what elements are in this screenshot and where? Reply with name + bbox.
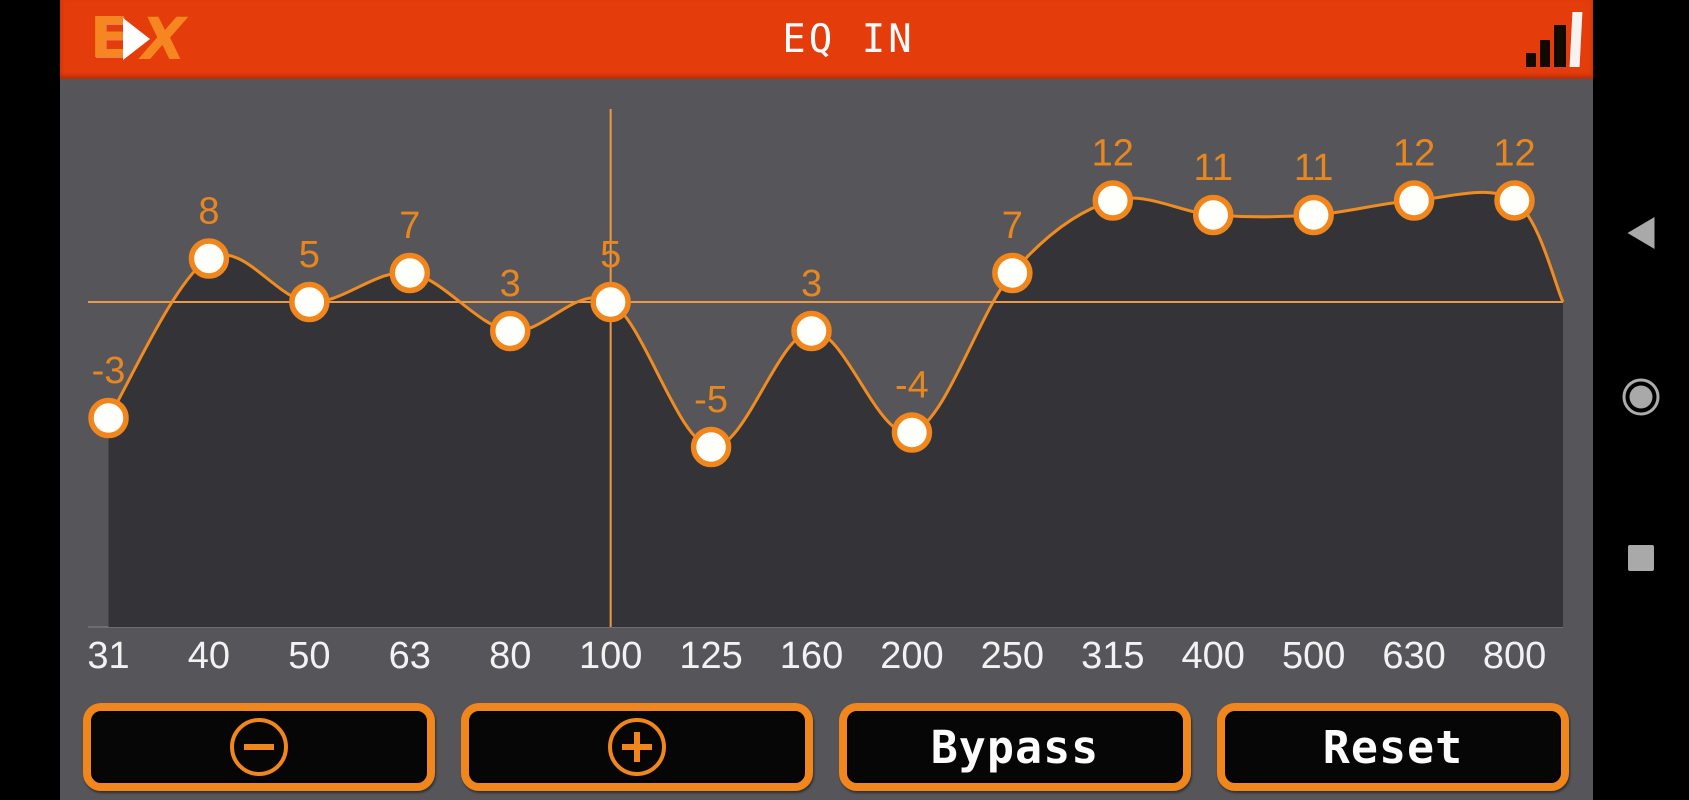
eq-point-value-160hz: 3 [801,263,822,305]
eq-point-315hz[interactable] [1092,180,1134,221]
freq-tick-125hz: 125 [679,635,742,677]
left-bezel [0,0,60,800]
freq-tick-500hz: 500 [1282,635,1345,677]
eq-point-value-200hz: -4 [895,365,929,407]
bypass-button[interactable]: Bypass [839,703,1191,791]
page-title: EQ IN [782,17,915,62]
freq-tick-315hz: 315 [1081,635,1144,677]
eq-point-125hz[interactable] [690,426,732,468]
eq-point-value-800hz: 12 [1493,133,1535,175]
eq-point-800hz[interactable] [1494,180,1535,221]
signal-bar-1 [1526,53,1536,67]
back-button[interactable] [1627,217,1655,249]
freq-tick-200hz: 200 [880,635,943,677]
eq-point-value-50hz: 5 [299,234,320,276]
eq-point-31hz[interactable] [88,397,129,439]
minus-circle-icon [230,718,288,776]
signal-bars-icon [1522,10,1583,67]
eq-point-250hz[interactable] [992,252,1033,294]
signal-bar-3 [1554,25,1566,67]
eq-point-630hz[interactable] [1393,180,1435,221]
eq-point-500hz[interactable] [1293,194,1334,236]
eq-point-200hz[interactable] [891,412,933,453]
eq-point-value-250hz: 7 [1002,205,1023,247]
eq-point-40hz[interactable] [188,238,230,279]
recents-button[interactable] [1628,545,1654,571]
reset-button[interactable]: Reset [1217,703,1569,791]
eq-point-80hz[interactable] [489,310,531,352]
freq-tick-80hz: 80 [489,635,531,677]
increase-button[interactable] [461,703,813,791]
freq-tick-40hz: 40 [188,635,230,677]
eq-point-100hz[interactable] [590,281,631,323]
eq-point-value-315hz: 12 [1092,133,1134,175]
home-button[interactable] [1622,378,1660,416]
eq-point-value-63hz: 7 [399,205,420,247]
eq-point-400hz[interactable] [1192,194,1234,236]
eq-point-value-31hz: -3 [92,350,126,392]
eq-point-50hz[interactable] [289,281,330,323]
freq-tick-160hz: 160 [780,635,843,677]
eq-point-value-40hz: 8 [198,191,219,233]
header: E X EQ IN [60,0,1593,79]
bypass-button-label: Bypass [930,720,1100,774]
signal-bar-2 [1540,40,1550,67]
freq-tick-400hz: 400 [1182,635,1245,677]
freq-tick-100hz: 100 [579,635,642,677]
eq-area-fill [108,192,1563,628]
freq-tick-250hz: 250 [981,635,1044,677]
plus-circle-icon [608,718,666,776]
freq-tick-50hz: 50 [288,635,330,677]
freq-tick-63hz: 63 [389,635,431,677]
android-nav-bar [1593,0,1689,800]
app-logo: E X [90,6,186,71]
eq-point-value-125hz: -5 [694,379,728,421]
reset-button-label: Reset [1322,720,1464,774]
freq-tick-630hz: 630 [1382,635,1445,677]
eq-app: -3 31 8 40 5 50 7 63 3 80 5 100 -5 125 3 160 -4 200 7 250 12… [60,0,1593,800]
logo-letter-e: E [90,6,128,71]
eq-point-value-100hz: 5 [600,234,621,276]
signal-bar-4 [1569,12,1583,67]
eq-point-160hz[interactable] [791,310,832,352]
decrease-button[interactable] [83,703,435,791]
eq-point-value-400hz: 11 [1194,147,1233,189]
play-triangle-icon [123,18,151,60]
eq-point-value-630hz: 12 [1393,133,1435,175]
eq-chart: -3 31 8 40 5 50 7 63 3 80 5 100 -5 125 3 160 -4 200 7 250 12… [87,109,1565,677]
freq-tick-800hz: 800 [1483,635,1546,677]
eq-point-value-500hz: 11 [1294,147,1333,189]
eq-point-63hz[interactable] [389,252,431,294]
eq-point-value-80hz: 3 [500,263,521,305]
freq-tick-31hz: 31 [87,635,129,677]
